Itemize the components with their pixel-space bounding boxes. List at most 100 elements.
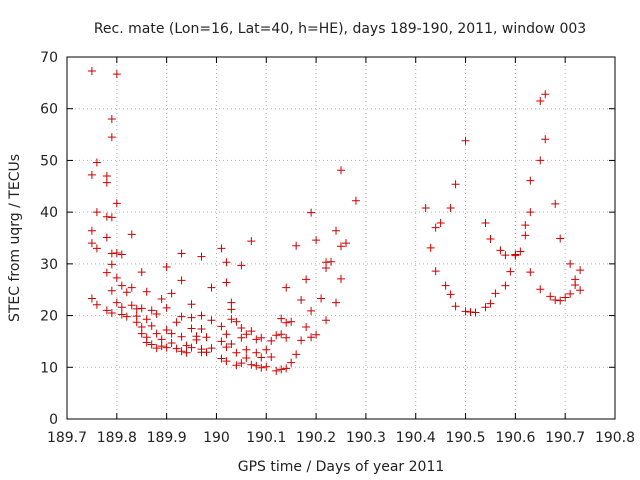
data-point xyxy=(536,96,545,105)
data-point xyxy=(511,250,520,259)
data-point xyxy=(576,286,585,295)
data-point xyxy=(247,360,256,369)
data-point xyxy=(132,304,141,313)
data-point xyxy=(431,223,440,232)
data-point xyxy=(127,301,136,310)
data-point xyxy=(167,338,176,347)
data-points xyxy=(87,66,585,375)
data-point xyxy=(177,312,186,321)
data-point xyxy=(436,219,445,228)
y-tick-label: 50 xyxy=(40,153,58,169)
data-point xyxy=(282,333,291,342)
x-tick-label: 190.1 xyxy=(246,430,286,446)
data-point xyxy=(117,303,126,312)
data-point xyxy=(207,344,216,353)
x-tick-label: 190 xyxy=(203,430,230,446)
x-tick-label: 190.6 xyxy=(495,430,535,446)
data-point xyxy=(122,312,131,321)
data-point xyxy=(262,362,271,371)
data-point xyxy=(147,340,156,349)
data-point xyxy=(297,296,306,305)
data-point xyxy=(222,357,231,366)
data-point xyxy=(127,283,136,292)
data-point xyxy=(137,268,146,277)
data-point xyxy=(187,343,196,352)
data-point xyxy=(107,308,116,317)
data-point xyxy=(147,306,156,315)
chart-title: Rec. mate (Lon=16, Lat=40, h=HE), days 1… xyxy=(94,21,586,37)
data-point xyxy=(337,242,345,251)
data-point xyxy=(182,348,191,357)
x-tick-label: 190.3 xyxy=(346,430,386,446)
y-tick-label: 40 xyxy=(40,205,58,221)
data-point xyxy=(227,315,236,324)
data-point xyxy=(272,366,281,375)
y-tick-label: 70 xyxy=(40,50,58,66)
data-point xyxy=(127,230,136,239)
data-point xyxy=(576,266,585,275)
data-point xyxy=(227,340,236,349)
data-point xyxy=(501,281,510,290)
x-tick-label: 190.2 xyxy=(296,430,336,446)
data-point xyxy=(307,333,316,342)
data-point xyxy=(117,281,126,290)
data-point xyxy=(87,226,96,235)
data-point xyxy=(262,345,271,354)
data-point xyxy=(536,156,545,165)
data-point xyxy=(257,333,266,342)
data-point xyxy=(501,251,510,260)
data-point xyxy=(541,135,550,144)
data-point xyxy=(107,260,116,269)
data-point xyxy=(162,326,171,335)
data-point xyxy=(282,283,291,292)
data-point xyxy=(307,306,316,315)
data-point xyxy=(551,296,560,305)
data-point xyxy=(466,307,475,316)
data-point xyxy=(137,322,146,331)
data-point xyxy=(232,361,241,370)
data-point xyxy=(232,348,241,357)
data-point xyxy=(87,294,96,303)
data-point xyxy=(217,337,226,346)
y-tick-label: 10 xyxy=(40,360,58,376)
data-point xyxy=(137,304,146,313)
data-point xyxy=(546,292,555,301)
data-point xyxy=(237,261,246,270)
data-point xyxy=(292,241,301,250)
data-point xyxy=(302,322,311,331)
data-point xyxy=(187,324,196,333)
data-point xyxy=(287,317,296,326)
data-point xyxy=(112,298,121,307)
data-point xyxy=(446,204,455,213)
data-point xyxy=(172,344,181,353)
data-point xyxy=(302,275,311,284)
data-point xyxy=(446,290,455,299)
data-point xyxy=(431,267,440,276)
data-point xyxy=(461,307,470,316)
data-point xyxy=(107,286,116,295)
data-point xyxy=(102,178,111,187)
data-point xyxy=(332,298,341,307)
data-point xyxy=(556,234,565,243)
data-point xyxy=(242,330,251,339)
data-point xyxy=(137,329,146,338)
data-point xyxy=(222,278,231,287)
data-point xyxy=(267,352,276,361)
y-tick-label: 0 xyxy=(49,412,58,428)
data-point xyxy=(227,298,236,307)
data-point xyxy=(521,231,530,240)
data-point xyxy=(277,330,286,339)
data-point xyxy=(152,329,161,338)
data-point xyxy=(426,243,435,252)
data-point xyxy=(341,239,350,248)
x-axis-label: GPS time / Days of year 2011 xyxy=(238,459,445,475)
x-tick-label: 189.7 xyxy=(47,430,87,446)
data-point xyxy=(451,302,460,311)
data-point xyxy=(122,288,131,297)
data-point xyxy=(471,308,480,317)
data-point xyxy=(217,244,226,253)
x-tick-label: 190.8 xyxy=(595,430,635,446)
data-point xyxy=(197,325,206,334)
data-point xyxy=(132,318,141,327)
data-point xyxy=(237,323,246,332)
